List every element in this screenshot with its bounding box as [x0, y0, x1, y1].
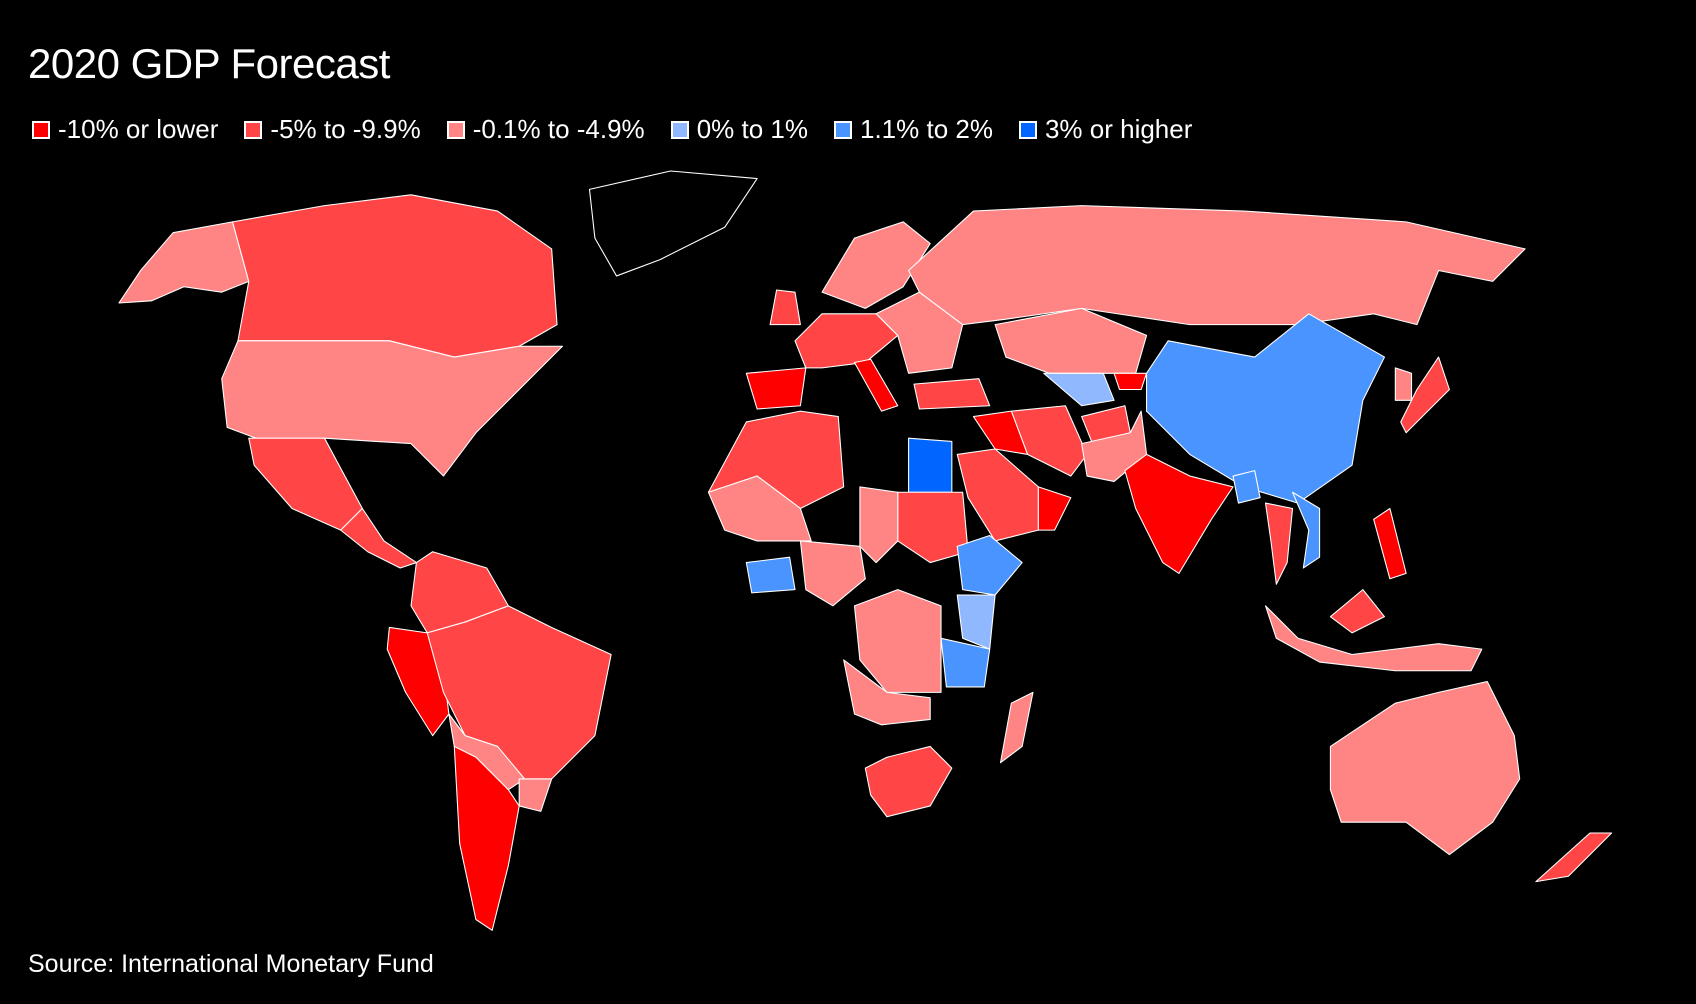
region-greenland[interactable]	[588, 170, 758, 277]
region-usa[interactable]	[221, 340, 563, 477]
legend-swatch	[446, 120, 465, 139]
region-chad[interactable]	[859, 486, 899, 564]
source-note: Source: International Monetary Fund	[28, 950, 434, 978]
region-brazil[interactable]	[426, 605, 612, 780]
legend-swatch	[32, 120, 50, 139]
region-uk[interactable]	[769, 289, 801, 326]
legend-swatch	[833, 120, 852, 139]
region-angola[interactable]	[843, 659, 931, 726]
legend-item: 3% or higher	[1018, 114, 1193, 145]
region-russia[interactable]	[908, 205, 1526, 326]
region-ethiopia[interactable]	[956, 534, 1023, 596]
region-uzbekistan[interactable]	[1043, 372, 1115, 407]
map-title: 2020 GDP Forecast	[28, 40, 390, 87]
legend-swatch	[670, 120, 689, 139]
legend-label: 1.1% to 2%	[859, 114, 993, 144]
legend-label: -10% or lower	[58, 114, 219, 144]
legend-item: -0.1% to -4.9%	[446, 114, 645, 145]
region-vietnam[interactable]	[1292, 491, 1321, 569]
region-canada[interactable]	[232, 194, 558, 358]
region-scandinavia[interactable]	[821, 221, 931, 309]
region-philippines[interactable]	[1373, 507, 1407, 580]
legend-item: -5% to -9.9%	[244, 114, 421, 145]
region-kyrgyzstan[interactable]	[1113, 372, 1148, 391]
region-turkey[interactable]	[913, 378, 991, 410]
region-madagascar[interactable]	[999, 691, 1034, 764]
legend-label: -5% to -9.9%	[270, 114, 421, 144]
legend-item: -10% or lower	[32, 114, 218, 145]
legend-label: 3% or higher	[1044, 114, 1193, 144]
region-western-europe[interactable]	[794, 313, 899, 369]
region-drc[interactable]	[853, 589, 942, 693]
region-saudi-arabia[interactable]	[956, 448, 1039, 542]
region-mexico[interactable]	[248, 437, 363, 531]
legend-item: 0% to 1%	[670, 114, 808, 145]
legend-label: -0.1% to -4.9%	[472, 114, 645, 144]
region-bangladesh[interactable]	[1232, 470, 1261, 504]
legend-swatch	[244, 120, 263, 139]
legend-item: 1.1% to 2%	[833, 114, 993, 145]
region-new-zealand[interactable]	[1535, 832, 1613, 883]
region-spain-portugal[interactable]	[745, 367, 807, 410]
region-alaska[interactable]	[118, 221, 250, 304]
region-indonesia[interactable]	[1264, 605, 1483, 672]
region-egypt[interactable]	[908, 437, 953, 493]
region-india[interactable]	[1124, 453, 1234, 574]
region-thailand[interactable]	[1264, 502, 1294, 585]
region-south-africa[interactable]	[864, 745, 953, 818]
region-ghana-ivory-coast[interactable]	[745, 556, 796, 594]
region-tanzania[interactable]	[940, 637, 991, 688]
region-iraq[interactable]	[972, 410, 1029, 455]
region-nigeria[interactable]	[799, 540, 866, 607]
region-australia[interactable]	[1329, 681, 1521, 856]
region-kazakhstan[interactable]	[994, 307, 1148, 374]
legend-swatch	[1018, 120, 1037, 139]
region-west-sahel[interactable]	[707, 475, 812, 542]
legend: -10% or lower -5% to -9.9% -0.1% to -4.9…	[32, 114, 1192, 145]
region-japan[interactable]	[1400, 356, 1450, 434]
region-china[interactable]	[1145, 313, 1386, 504]
region-uruguay[interactable]	[518, 778, 553, 812]
region-oman[interactable]	[1037, 486, 1072, 531]
region-malaysia[interactable]	[1329, 589, 1386, 634]
legend-label: 0% to 1%	[696, 114, 808, 144]
region-kenya[interactable]	[956, 594, 996, 650]
region-argentina-chile[interactable]	[453, 745, 520, 931]
region-korea[interactable]	[1394, 367, 1413, 401]
region-italy[interactable]	[853, 358, 899, 412]
